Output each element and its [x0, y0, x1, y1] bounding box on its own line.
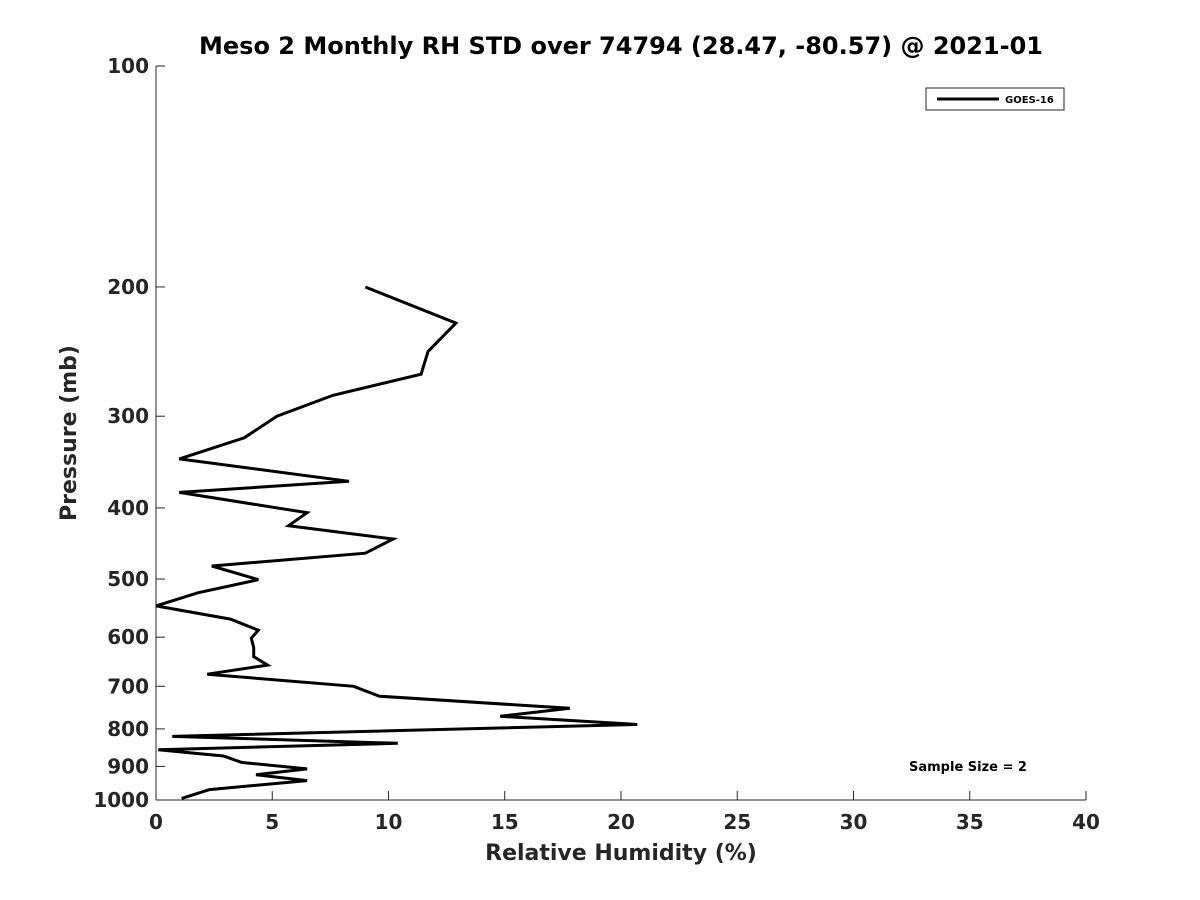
legend: GOES-16 — [925, 87, 1065, 111]
x-tick-label: 20 — [607, 810, 635, 834]
y-tick-label: 200 — [107, 275, 149, 299]
x-tick-label: 40 — [1072, 810, 1100, 834]
y-tick-label: 500 — [107, 567, 149, 591]
y-tick-label: 600 — [107, 625, 149, 649]
series-layer — [155, 285, 638, 800]
chart-title: Meso 2 Monthly RH STD over 74794 (28.47,… — [199, 32, 1043, 60]
y-tick-label: 900 — [107, 754, 149, 778]
y-tick-label: 800 — [107, 717, 149, 741]
y-tick-label: 400 — [107, 496, 149, 520]
y-tick-label: 300 — [107, 404, 149, 428]
x-tick-label: 0 — [149, 810, 163, 834]
sample-size-annotation: Sample Size = 2 — [909, 760, 1027, 775]
x-tick-label: 25 — [723, 810, 751, 834]
x-tick-label: 35 — [956, 810, 984, 834]
x-tick-label: 30 — [840, 810, 868, 834]
y-ticks: 100 200 300 400 500 600 700 800 900 1000 — [93, 54, 165, 812]
y-axis-label: Pressure (mb) — [57, 345, 82, 521]
x-axis-label: Relative Humidity (%) — [485, 841, 757, 866]
x-tick-label: 15 — [491, 810, 519, 834]
x-tick-label: 10 — [375, 810, 403, 834]
y-tick-label: 1000 — [93, 788, 149, 812]
x-ticks: 0 5 10 15 20 25 30 35 40 — [149, 791, 1100, 834]
y-tick-label: 100 — [107, 54, 149, 78]
y-tick-label: 700 — [107, 674, 149, 698]
series-line-goes-16 — [155, 285, 638, 800]
x-tick-label: 5 — [265, 810, 279, 834]
legend-label-goes-16: GOES-16 — [1005, 95, 1054, 106]
